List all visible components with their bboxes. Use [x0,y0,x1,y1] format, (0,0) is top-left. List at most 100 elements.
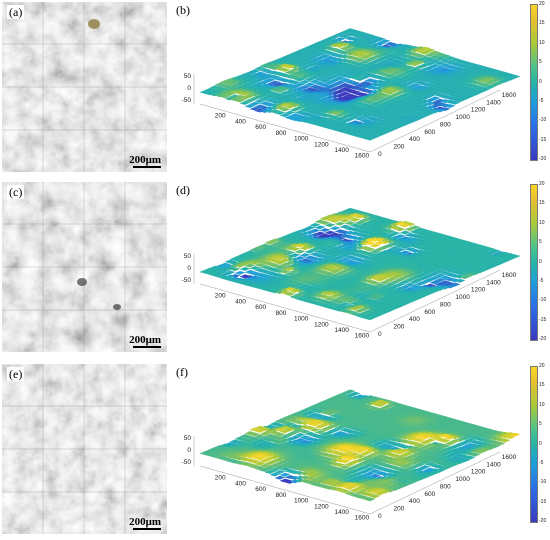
scale-bar-label: 200μm [129,516,161,528]
z-tick-label: 50 [184,253,192,260]
colorbar: 20 15 10 5 0 -5 -10 -15 -20 [530,181,550,349]
x-tick-label: 600 [255,304,266,311]
y-tick-label: 600 [424,491,435,498]
x-tick-label: 200 [215,293,226,300]
x-tick-label: 400 [235,118,246,125]
z-tick-label: 50 [184,73,192,80]
colorbar-gradient [530,4,538,161]
x-tick-label: 1200 [314,503,329,510]
panel-label-a: (a) [7,5,25,19]
colorbar-tick: -15 [539,136,547,143]
colorbar-tick: -10 [539,297,547,304]
panel-label-f: (f) [176,365,188,379]
z-tick-label: 0 [187,447,191,454]
y-tick-label: 1600 [502,92,517,99]
y-tick-label: 0 [378,331,382,338]
x-tick-label: 1400 [334,509,349,516]
x-tick-label: 1000 [294,316,309,323]
colorbar-tick: -10 [539,117,547,124]
x-tick-label: 800 [276,310,287,317]
y-tick-label: 800 [440,484,451,491]
colorbar-tick: -5 [539,97,544,104]
colorbar-tick: 15 [539,20,545,27]
x-tick-label: 1000 [294,136,309,143]
z-tick-label: -50 [182,459,192,466]
colorbar-tick: 5 [539,421,542,428]
micrograph-e: (e) 200μm [2,364,167,534]
colorbar-tick: -20 [539,336,547,342]
colorbar-tick: 15 [539,382,545,389]
y-tick-label: 1600 [502,454,517,461]
panel-label-d: (d) [176,183,190,197]
colorbar-tick: 20 [539,363,545,369]
z-tick-label: 50 [184,435,192,442]
colorbar-tick: 0 [539,440,542,447]
y-tick-label: 200 [394,324,405,331]
x-tick-label: 1000 [294,498,309,505]
y-tick-label: 1000 [455,294,470,301]
colorbar-tick: -20 [539,518,547,524]
x-tick-label: 1600 [355,153,370,160]
x-tick-label: 1600 [355,333,370,340]
y-tick-label: 1000 [455,476,470,483]
z-tick-label: -50 [182,97,192,104]
colorbar-tick: 15 [539,200,545,207]
micrograph-texture [2,182,167,352]
colorbar-gradient [530,366,538,523]
colorbar-tick: -15 [539,498,547,505]
x-tick-label: 400 [235,298,246,305]
y-tick-label: 800 [440,122,451,129]
colorbar-tick: -5 [539,459,544,466]
y-tick-label: 1400 [486,99,501,106]
y-tick-label: 600 [424,309,435,316]
x-tick-label: 1600 [355,515,370,522]
colorbar: 20 15 10 5 0 -5 -10 -15 -20 [530,1,550,169]
scale-bar-label: 200μm [129,334,161,346]
scale-bar-label: 200μm [129,154,161,166]
y-tick-label: 0 [378,513,382,520]
y-tick-label: 800 [440,302,451,309]
colorbar-tick: 10 [539,219,545,226]
panel-label-b: (b) [176,3,190,17]
y-tick-label: 400 [409,136,420,143]
colorbar-tick: 10 [539,401,545,408]
x-tick-label: 1200 [314,141,329,148]
colorbar-tick: -10 [539,479,547,486]
x-tick-label: 800 [276,492,287,499]
figure-row-2: (c) 200μm 200 400 600 800 1000 1200 1400 1600 0 2… [0,180,550,355]
z-tick-label: 0 [187,85,191,92]
y-tick-label: 600 [424,129,435,136]
y-tick-label: 1200 [471,107,486,114]
scale-bar [133,528,161,530]
micrograph-a: (a) 200μm [2,2,167,172]
y-tick-label: 0 [378,151,382,158]
micrograph-c: (c) 200μm [2,182,167,352]
x-tick-label: 200 [215,113,226,120]
y-tick-label: 200 [394,506,405,513]
surface-plot-b: 200 400 600 800 1000 1200 1400 1600 0 200 400 600 80… [170,0,520,175]
x-tick-label: 600 [255,486,266,493]
colorbar-tick: 20 [539,181,545,187]
x-tick-label: 1400 [334,147,349,154]
y-tick-label: 400 [409,498,420,505]
x-tick-label: 800 [276,130,287,137]
colorbar-tick: 5 [539,59,542,66]
y-tick-label: 1600 [502,272,517,279]
y-tick-label: 1400 [486,461,501,468]
x-tick-label: 400 [235,480,246,487]
y-tick-label: 1200 [471,287,486,294]
y-tick-label: 1200 [471,469,486,476]
surface-plot-f: 200 400 600 800 1000 1200 1400 1600 0 200 400 600 80… [170,362,520,537]
colorbar-gradient [530,184,538,341]
panel-label-e: (e) [7,367,25,381]
x-tick-label: 600 [255,124,266,131]
x-tick-label: 1200 [314,321,329,328]
colorbar-tick: 5 [539,239,542,246]
colorbar-tick: 10 [539,39,545,46]
micrograph-texture [2,2,167,172]
colorbar-tick: -20 [539,156,547,162]
colorbar-tick: 0 [539,78,542,85]
y-tick-label: 200 [394,144,405,151]
